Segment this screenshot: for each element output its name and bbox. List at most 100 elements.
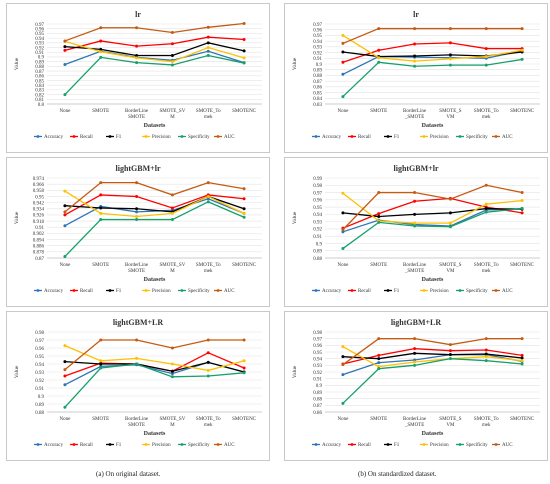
data-point-specificity [99, 218, 103, 222]
data-point-specificity [377, 220, 381, 224]
chart-title: lightGBM+LR [113, 318, 164, 327]
data-point-specificity [448, 357, 452, 361]
y-tick-label: 0.91 [35, 387, 44, 392]
x-tick-label: SMOTENC [510, 109, 535, 114]
data-point-recall [448, 349, 452, 353]
y-tick-label: 0.88 [313, 74, 322, 79]
legend-label: Accuracy [322, 443, 342, 448]
data-point-recall [484, 47, 488, 51]
legend-marker [386, 443, 390, 446]
legend-label: Precision [152, 443, 171, 448]
data-point-recall [99, 193, 103, 197]
legend-marker [350, 135, 354, 138]
legend-label: Specificity [188, 443, 210, 448]
data-point-precision [341, 191, 345, 195]
x-tick-label: mek [482, 115, 491, 120]
y-tick-label: 0.95 [313, 206, 322, 211]
data-point-recall [170, 206, 174, 210]
legend-label: Specificity [466, 289, 488, 294]
data-point-recall [377, 212, 381, 216]
data-point-precision [484, 355, 488, 359]
y-tick-label: 0.81 [35, 98, 44, 103]
x-tick-label: mek [204, 423, 213, 428]
data-point-accuracy [135, 210, 139, 214]
x-tick-label: SMOTE_S [439, 109, 461, 114]
data-point-precision [242, 359, 246, 363]
y-tick-label: 0.926 [33, 214, 45, 219]
y-tick-label: 0.9 [38, 56, 45, 61]
data-point-f1 [206, 360, 210, 364]
data-point-recall [377, 353, 381, 357]
data-point-auc [135, 26, 139, 30]
data-point-recall [413, 199, 417, 203]
data-point-accuracy [170, 372, 174, 376]
y-tick-label: 0.878 [33, 251, 45, 256]
y-tick-label: 0.87 [35, 257, 44, 262]
legend-label: Recall [358, 289, 371, 294]
y-tick-label: 0.902 [33, 232, 45, 237]
legend-marker [180, 443, 184, 446]
x-tick-label: mek [204, 115, 213, 120]
data-point-recall [377, 48, 381, 52]
x-tick-label: SMOTENC [510, 263, 535, 268]
y-tick-label: 0.91 [313, 377, 322, 382]
data-point-recall [413, 42, 417, 46]
data-point-auc [242, 187, 246, 191]
y-tick-label: 0.98 [35, 331, 44, 336]
data-point-accuracy [341, 230, 345, 234]
data-point-f1 [341, 211, 345, 215]
data-point-precision [520, 48, 524, 52]
data-point-specificity [206, 200, 210, 204]
x-tick-label: BorderLine [125, 417, 149, 422]
legend-marker [350, 289, 354, 292]
y-tick-label: 0.84 [35, 84, 44, 89]
data-point-auc [63, 368, 67, 372]
y-tick-label: 0.97 [313, 337, 322, 342]
x-tick-label: M [170, 423, 175, 428]
data-point-specificity [206, 374, 210, 378]
y-tick-label: 0.94 [35, 37, 44, 42]
data-point-f1 [413, 351, 417, 355]
data-point-accuracy [63, 62, 67, 66]
legend-label: Accuracy [44, 135, 64, 140]
data-point-recall [63, 374, 67, 378]
y-tick-label: 0.89 [313, 391, 322, 396]
data-point-recall [484, 348, 488, 352]
x-tick-label: SMOTE [370, 263, 387, 268]
data-point-precision [170, 211, 174, 215]
series-line-accuracy [64, 50, 245, 66]
legend-label: F1 [394, 443, 400, 448]
legend-label: Specificity [466, 135, 488, 140]
data-point-f1 [135, 54, 139, 58]
legend-label: F1 [116, 289, 122, 294]
data-point-f1 [341, 355, 345, 359]
data-point-f1 [99, 362, 103, 366]
x-tick-label: SMOTE_SV [159, 417, 185, 422]
y-axis-label: Value [292, 57, 298, 70]
legend-marker [72, 289, 76, 292]
y-tick-label: 0.92 [35, 46, 44, 51]
data-point-recall [63, 48, 67, 52]
series-line-precision [64, 40, 245, 63]
legend-label: Accuracy [44, 289, 64, 294]
y-tick-label: 0.934 [33, 208, 45, 213]
x-tick-label: SMOTE [128, 115, 145, 120]
data-point-auc [377, 337, 381, 341]
data-point-f1 [520, 356, 524, 360]
data-point-auc [341, 363, 345, 367]
data-point-precision [99, 211, 103, 215]
data-point-f1 [170, 369, 174, 373]
data-point-specificity [484, 359, 488, 363]
data-point-precision [206, 46, 210, 50]
data-point-specificity [242, 371, 246, 375]
legend-marker [494, 135, 498, 138]
x-tick-label: BorderLine [403, 417, 427, 422]
data-point-f1 [448, 53, 452, 57]
data-point-auc [520, 191, 524, 195]
legend-label: Accuracy [322, 135, 342, 140]
data-point-f1 [242, 49, 246, 53]
x-tick-label: SMOTE_To [474, 109, 499, 114]
y-tick-label: 0.91 [35, 51, 44, 56]
data-point-f1 [413, 54, 417, 58]
y-tick-label: 0.88 [35, 411, 44, 416]
